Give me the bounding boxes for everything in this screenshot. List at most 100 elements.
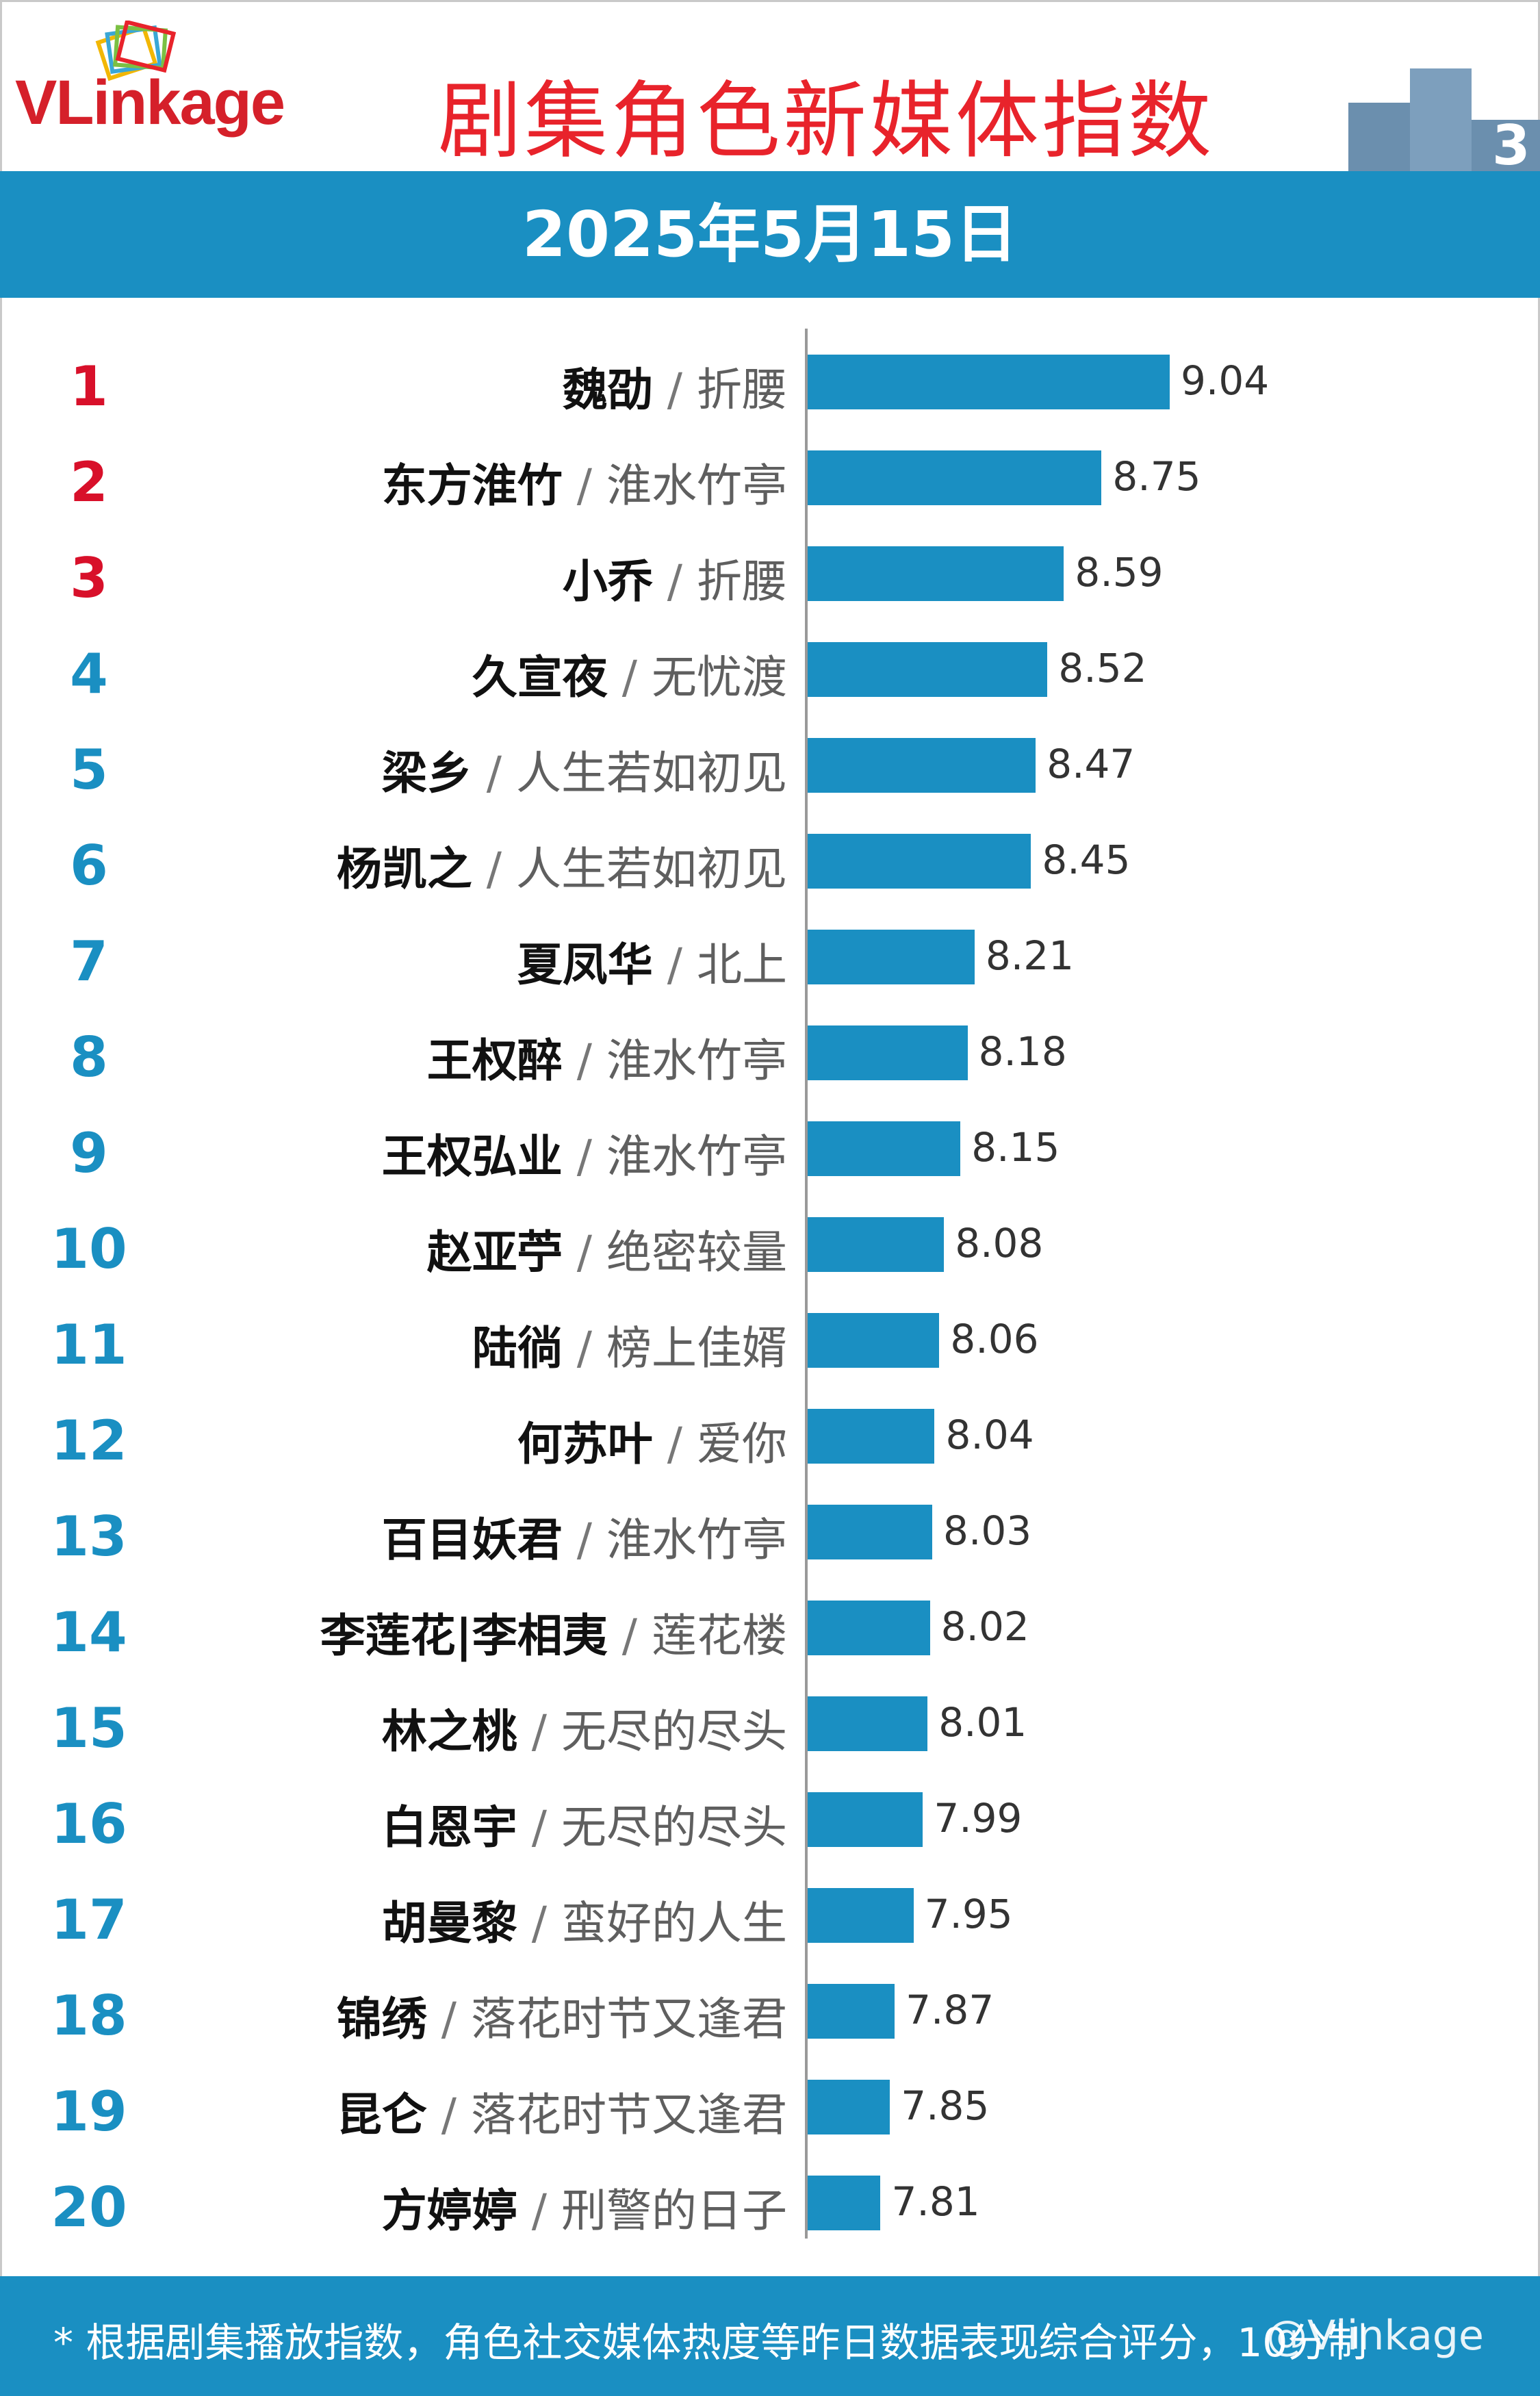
label-separator: / [652, 555, 697, 608]
show-title: 人生若如初见 [516, 843, 787, 895]
row-label: 锦绣 / 落花时节又逢君 [337, 1983, 787, 2048]
row-label: 百目妖君 / 淮水竹亭 [382, 1503, 787, 1569]
row-label: 赵亚苧 / 绝密较量 [427, 1216, 787, 1282]
value-label: 8.59 [1075, 549, 1164, 596]
row-label: 王权弘业 / 淮水竹亭 [382, 1120, 787, 1186]
row-label: 昆仑 / 落花时节又逢君 [337, 2078, 787, 2144]
svg-text:3: 3 [1492, 114, 1530, 171]
weibo-watermark: @Vlinkage [1266, 2312, 1484, 2360]
row-label: 王权醉 / 淮水竹亭 [427, 1024, 787, 1090]
bar [808, 1601, 930, 1655]
label-separator: / [472, 747, 516, 800]
value-label: 7.85 [901, 2082, 990, 2129]
label-separator: / [517, 1705, 561, 1758]
row-label: 李莲花|李相夷 / 莲花楼 [320, 1599, 787, 1665]
character-name: 赵亚苧 [426, 1226, 563, 1279]
vlinkage-logo: VLinkage [15, 21, 337, 151]
rank-number: 14 [51, 1601, 127, 1664]
value-label: 9.04 [1181, 357, 1270, 404]
show-title: 折腰 [697, 364, 787, 416]
logo-text: VLinkage [15, 68, 285, 138]
label-separator: / [652, 364, 697, 416]
bar [808, 1505, 933, 1559]
podium-icon: 2 1 3 [1348, 21, 1540, 171]
value-label: 8.47 [1047, 741, 1135, 787]
rank-number: 11 [51, 1313, 127, 1377]
logo-cards-icon [95, 21, 177, 81]
rank-number: 7 [70, 930, 108, 993]
label-separator: / [562, 1130, 606, 1183]
bar [808, 1121, 961, 1176]
character-name: 锦绣 [336, 1993, 427, 2045]
character-name: 魏劭 [562, 364, 653, 416]
label-separator: / [562, 1034, 606, 1087]
show-title: 淮水竹亭 [606, 1034, 787, 1087]
value-label: 8.52 [1058, 645, 1147, 691]
character-name: 杨凯之 [336, 843, 472, 895]
label-separator: / [652, 939, 697, 991]
date-label: 2025年5月15日 [522, 198, 1018, 271]
show-title: 人生若如初见 [516, 747, 787, 800]
chart-axis [805, 329, 808, 2239]
character-name: 梁乡 [381, 747, 472, 800]
character-name: 方婷婷 [381, 2184, 517, 2237]
rank-number: 5 [70, 738, 108, 802]
row-label: 小乔 / 折腰 [563, 545, 787, 611]
bar [808, 1217, 945, 1272]
character-name: 久宣夜 [472, 651, 608, 704]
label-separator: / [562, 1322, 606, 1375]
bar [808, 1313, 940, 1368]
bar [808, 2080, 890, 2134]
bar [808, 450, 1102, 505]
value-label: 8.18 [978, 1028, 1067, 1075]
value-label: 8.75 [1112, 453, 1201, 500]
rank-number: 18 [51, 1984, 127, 2048]
rank-number: 17 [51, 1888, 127, 1952]
svg-text:2: 2 [1369, 46, 1412, 118]
rank-number: 6 [70, 834, 108, 897]
rank-number: 16 [51, 1792, 127, 1856]
character-name: 昆仑 [336, 2089, 427, 2141]
label-separator: / [652, 1418, 697, 1470]
label-separator: / [426, 2089, 471, 2141]
value-label: 8.21 [985, 932, 1075, 979]
rank-number: 13 [51, 1505, 127, 1568]
value-label: 8.15 [971, 1124, 1060, 1171]
label-separator: / [426, 1993, 471, 2045]
show-title: 无尽的尽头 [561, 1705, 787, 1758]
show-title: 落花时节又逢君 [471, 1993, 787, 2045]
bar [808, 2176, 881, 2230]
row-label: 白恩宇 / 无尽的尽头 [382, 1791, 787, 1857]
label-separator: / [517, 1801, 561, 1854]
bar [808, 1696, 928, 1751]
bar [808, 738, 1036, 793]
rank-number: 12 [51, 1409, 127, 1473]
show-title: 榜上佳婿 [606, 1322, 787, 1375]
show-title: 折腰 [697, 555, 787, 608]
bar [808, 834, 1031, 889]
character-name: 王权弘业 [381, 1130, 563, 1183]
row-label: 魏劭 / 折腰 [563, 353, 787, 419]
value-label: 8.08 [955, 1220, 1044, 1266]
bar [808, 1409, 935, 1464]
rank-number: 8 [70, 1025, 108, 1089]
rank-number: 15 [51, 1696, 127, 1760]
value-label: 8.03 [943, 1507, 1032, 1554]
footnote: * 根据剧集播放指数，角色社交媒体热度等昨日数据表现综合评分，10分制 [53, 2319, 1368, 2366]
show-title: 无尽的尽头 [561, 1801, 787, 1854]
bar [808, 1792, 923, 1847]
character-name: 林之桃 [381, 1705, 517, 1758]
label-separator: / [607, 1609, 652, 1662]
row-label: 久宣夜 / 无忧渡 [472, 641, 787, 706]
show-title: 刑警的日子 [561, 2184, 787, 2237]
date-band: 2025年5月15日 [0, 171, 1540, 298]
character-name: 夏凤华 [517, 939, 653, 991]
row-label: 方婷婷 / 刑警的日子 [382, 2174, 787, 2240]
label-separator: / [517, 2184, 561, 2237]
label-separator: / [562, 1226, 606, 1279]
row-label: 林之桃 / 无尽的尽头 [382, 1695, 787, 1761]
row-label: 东方淮竹 / 淮水竹亭 [382, 449, 787, 515]
footer: * 根据剧集播放指数，角色社交媒体热度等昨日数据表现综合评分，10分制 @Vli… [0, 2276, 1540, 2396]
character-name: 陆徜 [472, 1322, 563, 1375]
value-label: 8.04 [945, 1412, 1034, 1458]
